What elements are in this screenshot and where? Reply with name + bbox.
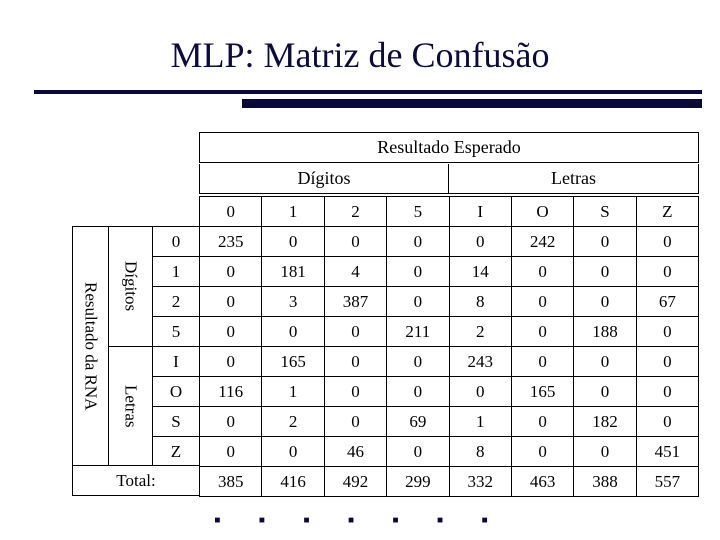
table-row: 02069101820	[200, 407, 699, 437]
page-title: MLP: Matriz de Confusão	[0, 0, 720, 90]
row-header: 1	[152, 256, 199, 286]
row-headers: 0 1 2 5 I O S Z	[152, 226, 199, 466]
row-header: 0	[152, 226, 199, 256]
col-header: Z	[636, 197, 698, 227]
totals-row: 385416492299332463388557	[200, 467, 699, 497]
table-row: 03387080067	[200, 287, 699, 317]
total-label: Total:	[72, 466, 199, 496]
row-header: O	[152, 376, 199, 406]
col-header: 5	[387, 197, 449, 227]
row-header: 2	[152, 286, 199, 316]
rows-digits-header: Dígitos	[108, 226, 152, 346]
rows-rna-header: Resultado da RNA	[72, 226, 108, 466]
col-header: I	[449, 197, 511, 227]
col-header: 0	[200, 197, 262, 227]
row-header: 5	[152, 316, 199, 346]
columns-letters-header: Letras	[449, 164, 699, 194]
rows-letters-header: Letras	[108, 346, 152, 466]
col-header: O	[511, 197, 573, 227]
row-header: Z	[152, 436, 199, 466]
table-row: 00460800451	[200, 437, 699, 467]
footer-pager-dots: ■ ■ ■ ■ ■ ■ ■	[0, 515, 720, 526]
expected-header: Resultado Esperado	[199, 132, 699, 163]
col-header: 1	[262, 197, 324, 227]
table-row: 016500243000	[200, 347, 699, 377]
title-rule	[0, 90, 720, 110]
table-row: 000211201880	[200, 317, 699, 347]
table-row: 01814014000	[200, 257, 699, 287]
columns-digits-header: Dígitos	[199, 164, 449, 194]
matrix-table: 0 1 2 5 I O S Z 235000024200 01814014000…	[199, 196, 699, 497]
col-header: 2	[324, 197, 386, 227]
table-row: 116100016500	[200, 377, 699, 407]
table-row: 235000024200	[200, 227, 699, 257]
row-header: S	[152, 406, 199, 436]
col-header: S	[574, 197, 636, 227]
column-headers-row: 0 1 2 5 I O S Z	[200, 197, 699, 227]
row-header: I	[152, 346, 199, 376]
